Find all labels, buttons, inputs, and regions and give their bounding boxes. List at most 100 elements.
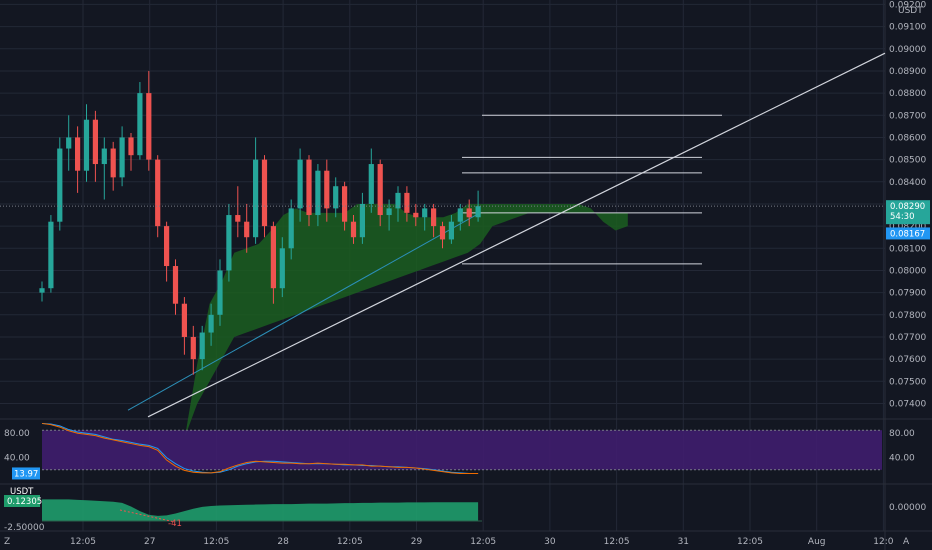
candle-body [101, 148, 107, 165]
candle-body [422, 208, 428, 218]
time-tick-label: 12:05 [470, 537, 496, 547]
price-tick-label: 0.07600 [889, 355, 926, 365]
candle-body [279, 248, 285, 289]
candle-body [431, 208, 437, 227]
candle-body [359, 203, 365, 238]
auto-scale-icon[interactable]: A [903, 537, 910, 547]
time-tick-label: 12:05 [604, 537, 630, 547]
candle-body [270, 226, 276, 289]
time-tick-label: 12:05 [737, 537, 763, 547]
price-tick-label: 0.08800 [889, 89, 926, 99]
price-tick-label: 0.08200 [889, 222, 926, 232]
price-tick-label: 0.09000 [889, 45, 926, 55]
time-tick-label: 31 [678, 537, 689, 547]
trend-line [147, 52, 886, 418]
time-tick-label: 12:05 [203, 537, 229, 547]
candle-body [137, 93, 143, 156]
timezone-icon[interactable]: Z [4, 537, 10, 547]
ichimoku-cloud [185, 203, 628, 437]
candle-body [413, 212, 419, 218]
candle-body [146, 93, 152, 160]
candle-body [253, 159, 259, 238]
momentum-area [42, 499, 479, 521]
time-tick-label: 12:05 [70, 537, 96, 547]
candle-body [368, 164, 374, 204]
price-tick-label: 0.08600 [889, 133, 926, 143]
last-price-badge [886, 200, 930, 225]
momentum-series-label: USDT [10, 487, 34, 497]
price-tick-label: 0.08900 [889, 67, 926, 77]
candle-body [333, 186, 339, 209]
candle-body [261, 159, 268, 227]
candle-body [395, 192, 401, 209]
rsi-panel: 80.00 80.00 40.00 40.00 13.97 [4, 422, 915, 480]
divergence-annotation: -41 [168, 519, 182, 529]
time-tick-label: Aug [808, 537, 826, 547]
candle-body [199, 332, 205, 360]
candle-body [57, 148, 63, 222]
candle-body [306, 159, 312, 216]
time-tick-label: 29 [411, 537, 423, 547]
candle-body [457, 208, 463, 222]
candle-body [475, 206, 481, 218]
candle-body [324, 170, 330, 209]
candle-body [181, 303, 187, 337]
divergence-line [119, 509, 176, 523]
candle-body [48, 221, 54, 289]
last-price-value: 0.08290 [890, 202, 925, 212]
candlesticks [39, 70, 481, 375]
price-tick-label: 0.08500 [889, 156, 926, 166]
candle-body [315, 170, 321, 216]
momentum-tick-label: -2.50000 [4, 523, 45, 533]
candle-body [386, 208, 392, 216]
rsi-value: 13.97 [14, 469, 38, 479]
time-tick-label: 30 [544, 537, 556, 547]
candle-body [217, 270, 223, 315]
candle-body [66, 137, 72, 149]
price-tick-label: 0.07400 [889, 399, 926, 409]
candle-body [208, 314, 214, 333]
rsi-signal-line [41, 422, 479, 474]
horizontal-lines [462, 114, 722, 265]
countdown-value: 54:30 [890, 212, 915, 222]
candle-body [83, 119, 90, 171]
candle-body [350, 221, 357, 238]
time-tick-label: 28 [277, 537, 289, 547]
candle-body [448, 221, 454, 240]
candle-body [164, 226, 170, 267]
cloud-area [185, 203, 628, 437]
candle-body [128, 137, 134, 156]
rsi-tick-label: 80.00 [4, 429, 30, 439]
rsi-right-tick-label: 40.00 [889, 454, 915, 464]
momentum-tick-label: 0.00000 [889, 503, 926, 513]
candle-body [92, 119, 98, 165]
price-tick-label: 0.08000 [889, 266, 926, 276]
candle-body [342, 186, 348, 222]
candle-body [377, 164, 383, 216]
time-axis[interactable]: 12:05 27 12:05 28 12:05 29 12:05 30 12:05 31 12:05… [70, 537, 894, 547]
candle-body [110, 148, 116, 178]
candle-body [439, 226, 446, 240]
candle-body [190, 336, 196, 360]
candle-body [155, 159, 161, 227]
time-tick-label: 27 [144, 537, 155, 547]
rsi-value-badge [12, 467, 40, 480]
price-tick-label: 0.09100 [889, 23, 926, 33]
candle-body [172, 266, 179, 304]
quote-currency-label: USDT [898, 6, 923, 16]
price-tick-label: 0.07500 [889, 377, 926, 387]
candle-body [288, 208, 294, 249]
candle-body [244, 221, 250, 238]
price-tick-label: 0.08700 [889, 111, 926, 121]
candle-body [226, 215, 232, 271]
price-tick-label: 0.07700 [889, 333, 926, 343]
rsi-tick-label: 40.00 [4, 454, 30, 464]
price-tick-label: 0.09200 [889, 0, 926, 10]
trend-lines [127, 52, 886, 418]
time-tick-label: 12:0 [873, 537, 893, 547]
candle-body [466, 208, 472, 218]
candle-body [75, 137, 81, 171]
momentum-value: 0.12305 [7, 497, 42, 507]
